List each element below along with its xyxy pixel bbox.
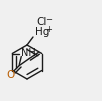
Text: +: + xyxy=(45,25,52,34)
Text: −: − xyxy=(45,15,52,24)
Text: O: O xyxy=(6,70,14,80)
Text: Hg: Hg xyxy=(35,27,49,37)
Text: Cl: Cl xyxy=(36,17,46,27)
Text: NH: NH xyxy=(21,48,36,58)
